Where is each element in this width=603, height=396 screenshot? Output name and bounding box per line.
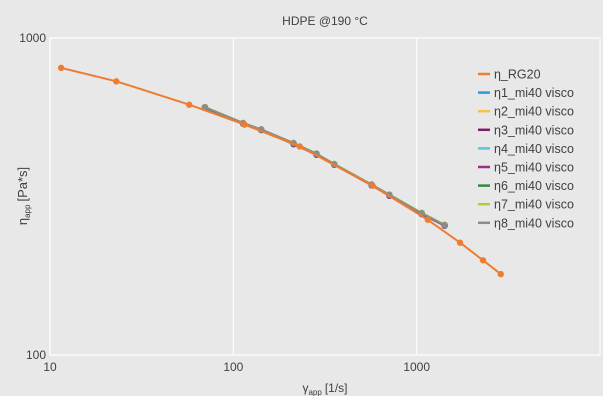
data-point <box>369 182 376 189</box>
legend-item: η1_mi40 visco <box>478 86 574 100</box>
legend-label: η_RG20 <box>494 68 541 82</box>
legend-item: η7_mi40 visco <box>478 198 574 212</box>
legend-item: η2_mi40 visco <box>478 105 574 119</box>
y-tick-label: 1000 <box>19 31 46 45</box>
legend-label: η8_mi40 visco <box>494 216 574 230</box>
data-point <box>113 78 120 85</box>
y-tick-label: 100 <box>26 348 46 362</box>
series-line <box>60 66 502 275</box>
x-tick-labels: 10 100 1000 <box>43 360 430 374</box>
legend: η_RG20 η1_mi40 visco η2_mi40 visco η3_mi40 … <box>478 68 574 230</box>
data-point <box>441 221 448 229</box>
legend-item: η_RG20 <box>478 68 541 82</box>
x-tick-label: 1000 <box>403 360 430 374</box>
x-tick-label: 100 <box>223 360 243 374</box>
y-axis-label-symbol: η <box>15 218 30 225</box>
legend-label: η7_mi40 visco <box>494 198 574 212</box>
y-tick-labels: 100 1000 <box>19 31 46 362</box>
x-axis-label: γapp [1/s] <box>302 381 347 396</box>
legend-label: η2_mi40 visco <box>494 105 574 119</box>
series-layer <box>57 64 504 278</box>
legend-item: η5_mi40 visco <box>478 161 574 175</box>
legend-label: η3_mi40 visco <box>494 123 574 137</box>
x-axis-label-unit: [1/s] <box>325 381 348 395</box>
x-axis-label-subscript: app <box>308 388 322 396</box>
series-line <box>204 106 446 226</box>
legend-item: η6_mi40 visco <box>478 179 574 193</box>
axes <box>49 37 600 356</box>
x-tick-label: 10 <box>43 360 57 374</box>
legend-label: η4_mi40 visco <box>494 142 574 156</box>
series-η_RG20 <box>57 64 504 278</box>
y-axis-label-unit: [Pa*s] <box>15 167 30 202</box>
y-axis-label-subscript: app <box>23 204 32 218</box>
legend-label: η1_mi40 visco <box>494 86 574 100</box>
data-point <box>186 101 193 108</box>
data-point <box>479 257 487 264</box>
legend-item: η8_mi40 visco <box>478 216 574 230</box>
x-axis-label-symbol: γ <box>302 381 308 395</box>
legend-item: η4_mi40 visco <box>478 142 574 156</box>
data-point <box>497 270 504 278</box>
legend-item: η3_mi40 visco <box>478 123 574 137</box>
data-point <box>424 216 431 223</box>
legend-label: η5_mi40 visco <box>494 161 574 175</box>
data-point <box>296 143 303 150</box>
chart-title: HDPE @190 °C <box>282 14 368 28</box>
data-point <box>57 64 65 72</box>
data-point <box>456 239 464 246</box>
grid <box>232 38 601 355</box>
data-point <box>241 121 248 128</box>
legend-label: η6_mi40 visco <box>494 179 574 193</box>
y-axis-label: ηapp [Pa*s] <box>15 167 32 225</box>
